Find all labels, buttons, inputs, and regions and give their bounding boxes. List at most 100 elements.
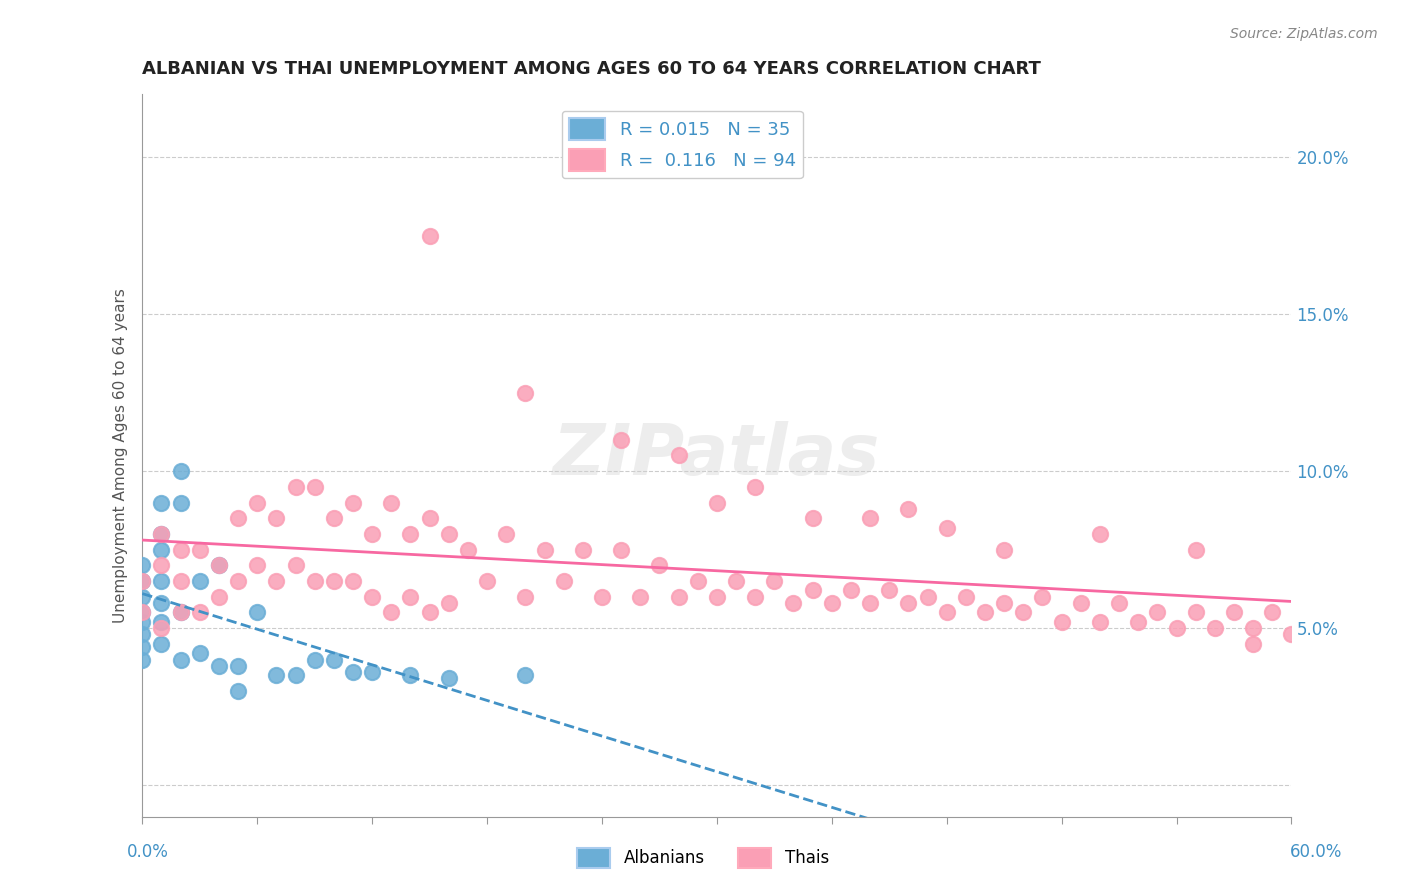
Point [246, 495, 269, 509]
Text: 0.0%: 0.0% [127, 843, 169, 861]
Point [246, 558, 269, 573]
Point [150, 621, 173, 635]
Point [304, 480, 326, 494]
Text: 60.0%: 60.0% [1291, 843, 1343, 861]
Point [169, 606, 191, 620]
Point [553, 574, 575, 588]
Point [361, 590, 384, 604]
Point [782, 596, 804, 610]
Point [322, 574, 344, 588]
Point [628, 590, 651, 604]
Point [266, 511, 288, 525]
Point [399, 527, 422, 541]
Point [610, 433, 633, 447]
Point [515, 668, 537, 682]
Point [839, 583, 862, 598]
Point [399, 668, 422, 682]
Point [515, 590, 537, 604]
Point [131, 558, 153, 573]
Point [208, 558, 231, 573]
Point [188, 542, 211, 557]
Point [169, 652, 191, 666]
Point [131, 574, 153, 588]
Point [342, 495, 364, 509]
Point [1184, 606, 1206, 620]
Point [188, 574, 211, 588]
Point [169, 495, 191, 509]
Point [1128, 615, 1150, 629]
Point [437, 672, 460, 686]
Point [361, 527, 384, 541]
Point [801, 511, 824, 525]
Point [419, 606, 441, 620]
Point [668, 590, 690, 604]
Point [150, 558, 173, 573]
Point [150, 574, 173, 588]
Point [342, 574, 364, 588]
Point [591, 590, 613, 604]
Point [610, 542, 633, 557]
Point [226, 684, 249, 698]
Point [475, 574, 498, 588]
Point [763, 574, 786, 588]
Point [1088, 615, 1111, 629]
Point [572, 542, 595, 557]
Point [380, 606, 402, 620]
Point [1146, 606, 1168, 620]
Point [150, 596, 173, 610]
Point [457, 542, 479, 557]
Point [169, 542, 191, 557]
Legend: R = 0.015   N = 35, R =  0.116   N = 94: R = 0.015 N = 35, R = 0.116 N = 94 [562, 111, 803, 178]
Point [859, 511, 882, 525]
Point [744, 480, 766, 494]
Point [226, 574, 249, 588]
Point [1070, 596, 1092, 610]
Point [169, 574, 191, 588]
Point [150, 615, 173, 629]
Point [1241, 637, 1264, 651]
Point [897, 501, 920, 516]
Point [859, 596, 882, 610]
Point [131, 652, 153, 666]
Point [150, 637, 173, 651]
Point [226, 658, 249, 673]
Point [1204, 621, 1226, 635]
Point [284, 558, 307, 573]
Point [877, 583, 900, 598]
Point [361, 665, 384, 679]
Point [1088, 527, 1111, 541]
Point [1184, 542, 1206, 557]
Point [437, 527, 460, 541]
Point [150, 527, 173, 541]
Point [1261, 606, 1284, 620]
Point [131, 615, 153, 629]
Point [801, 583, 824, 598]
Point [322, 511, 344, 525]
Point [188, 646, 211, 660]
Point [533, 542, 555, 557]
Point [188, 606, 211, 620]
Point [897, 596, 920, 610]
Point [917, 590, 939, 604]
Point [266, 668, 288, 682]
Point [1281, 627, 1303, 641]
Point [993, 542, 1015, 557]
Point [1223, 606, 1246, 620]
Point [284, 480, 307, 494]
Point [495, 527, 517, 541]
Point [706, 495, 728, 509]
Point [150, 542, 173, 557]
Point [169, 464, 191, 478]
Point [131, 606, 153, 620]
Point [284, 668, 307, 682]
Point [1166, 621, 1188, 635]
Point [246, 606, 269, 620]
Point [686, 574, 709, 588]
Point [1241, 621, 1264, 635]
Point [437, 596, 460, 610]
Point [419, 228, 441, 243]
Point [419, 511, 441, 525]
Point [993, 596, 1015, 610]
Point [1012, 606, 1035, 620]
Point [380, 495, 402, 509]
